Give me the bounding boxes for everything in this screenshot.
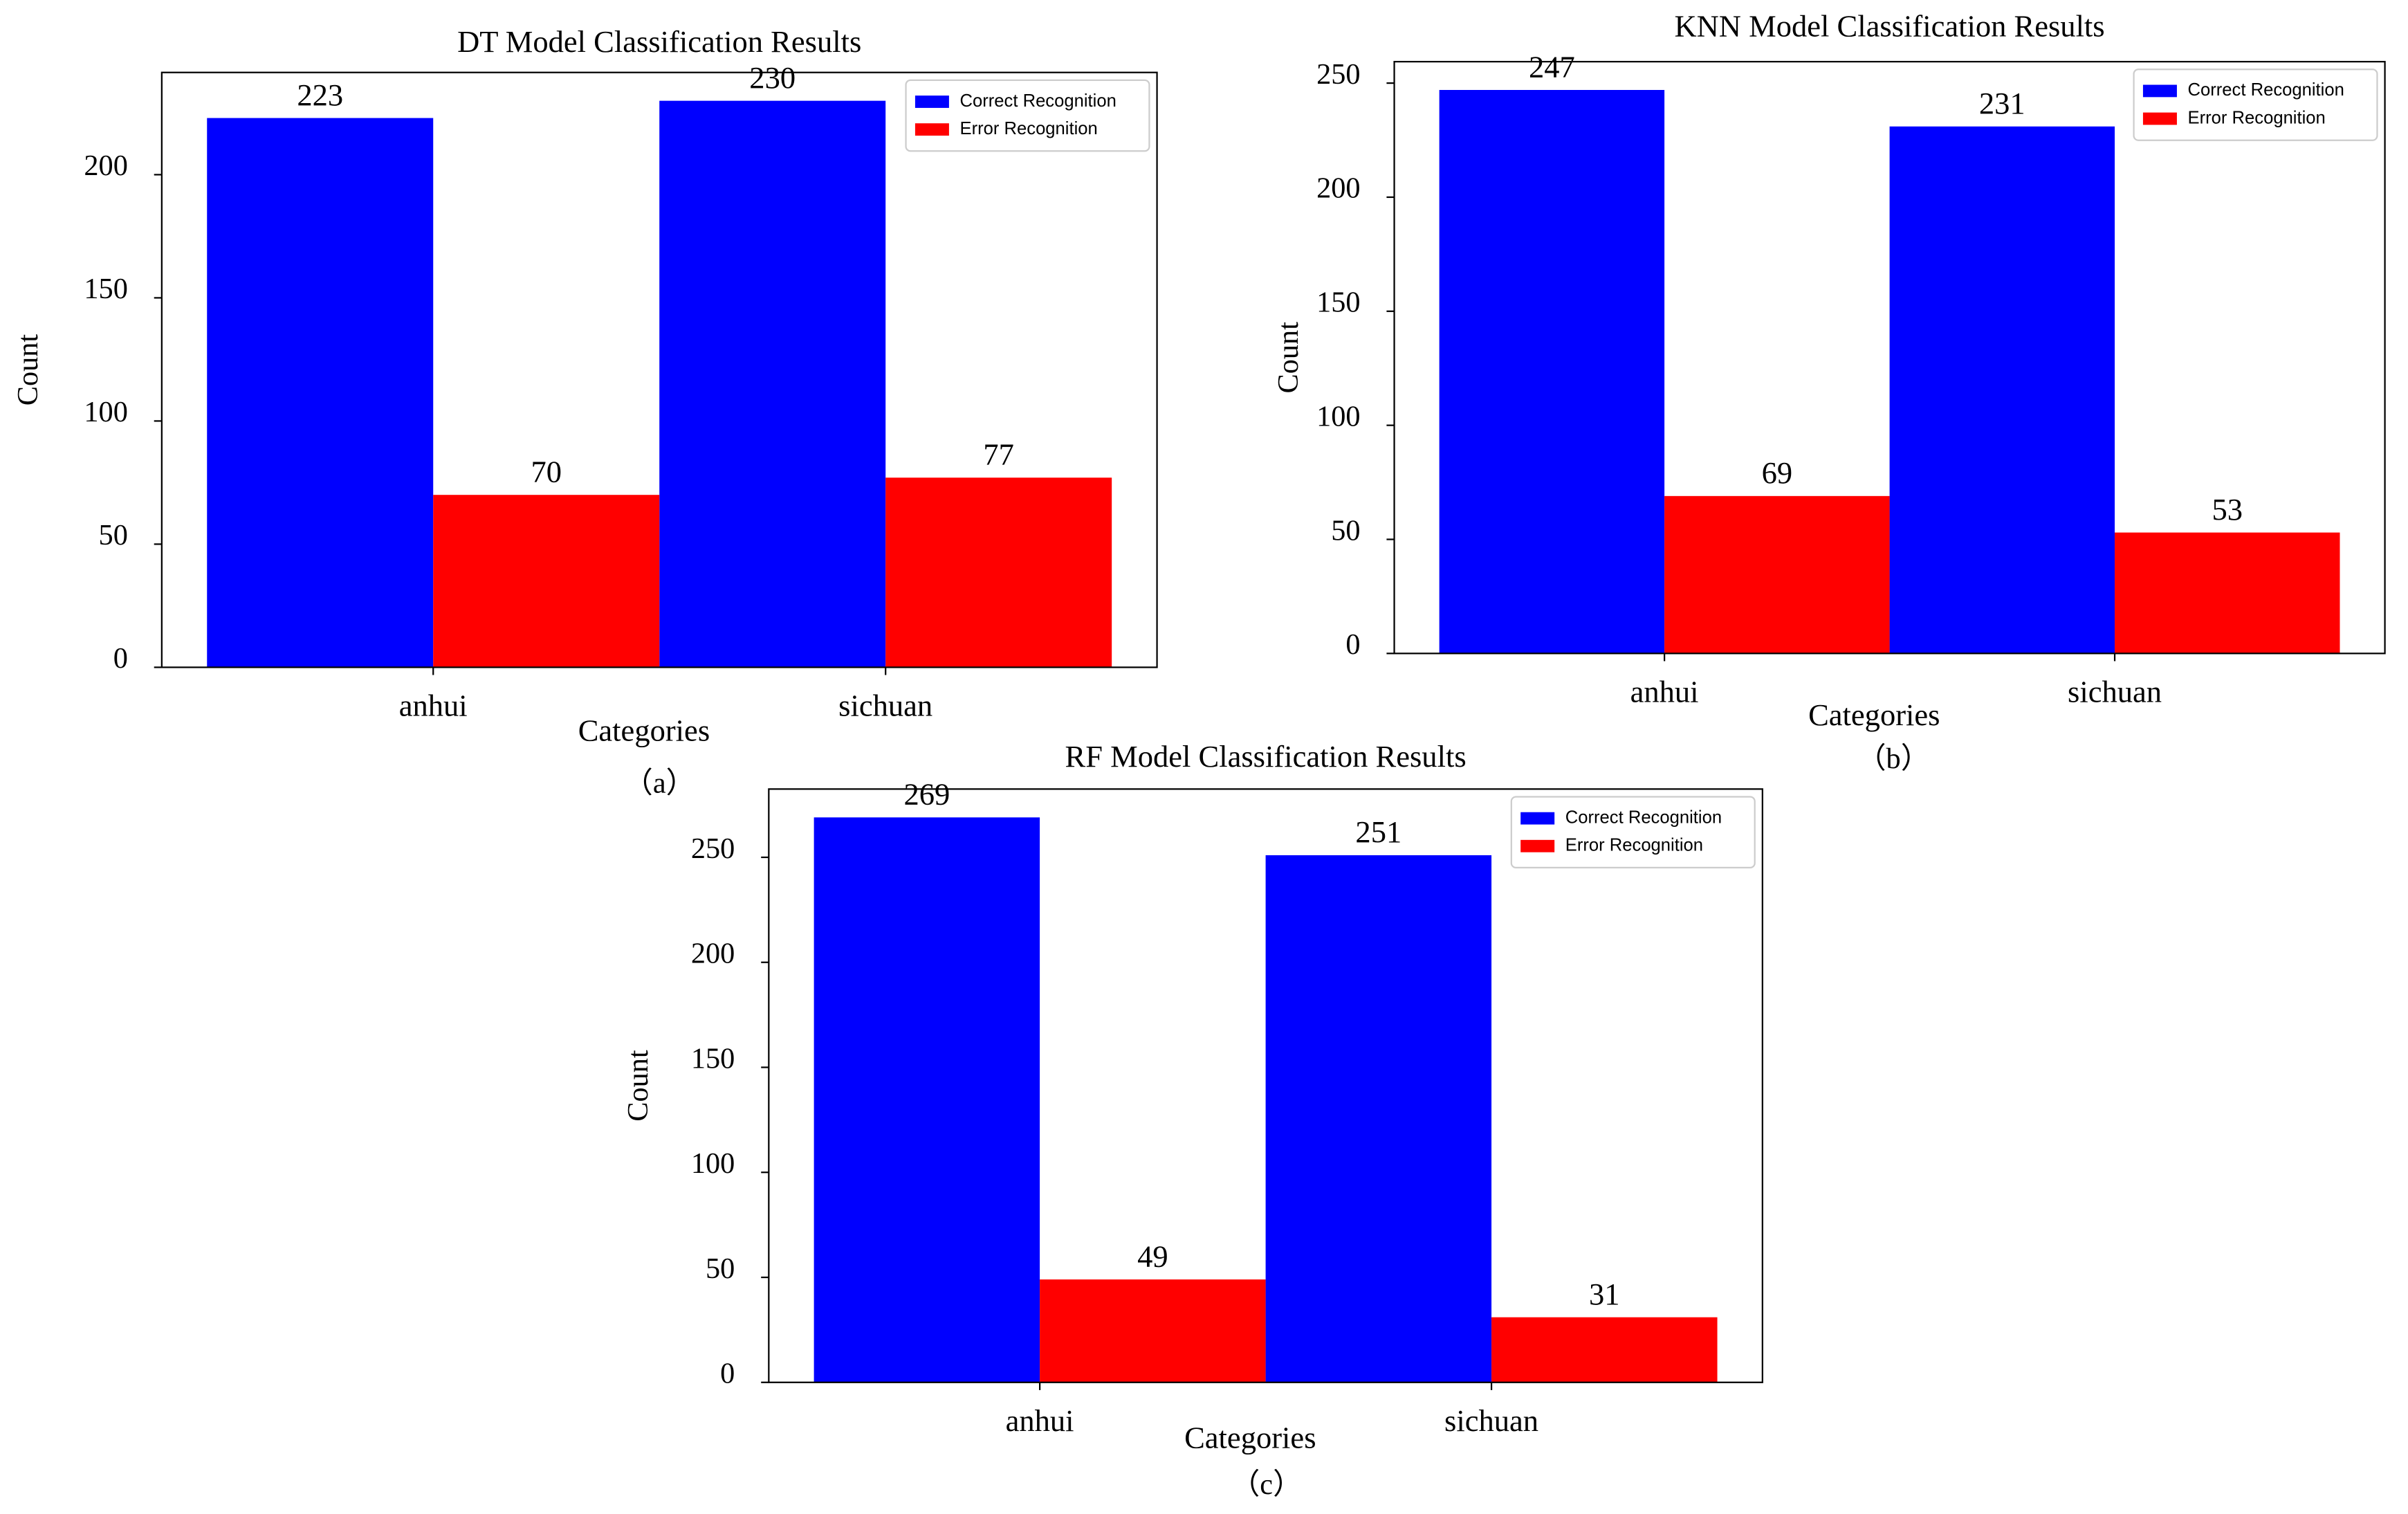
y-tick-label: 200 <box>1316 172 1360 205</box>
data-label: 251 <box>1355 814 1401 849</box>
y-tick-label: 100 <box>691 1147 735 1180</box>
chart-title: DT Model Classification Results <box>457 24 861 59</box>
legend-swatch <box>1520 812 1555 825</box>
x-tick-label: anhui <box>1630 675 1699 709</box>
legend-swatch <box>915 123 949 136</box>
legend-label: Error Recognition <box>1565 835 1703 855</box>
y-tick-label: 0 <box>1345 628 1360 661</box>
y-axis-label: Count <box>1272 322 1305 394</box>
legend-swatch <box>1520 839 1555 852</box>
data-label: 69 <box>1762 455 1793 490</box>
legend: Correct Recognition Error Recognition <box>2133 69 2378 141</box>
data-label: 230 <box>749 60 796 95</box>
y-tick-label: 0 <box>113 642 128 675</box>
y-axis-label: Count <box>622 1050 654 1122</box>
panel-caption: （a） <box>624 767 695 800</box>
x-tick-label: sichuan <box>838 688 932 723</box>
y-tick-label: 100 <box>84 396 127 428</box>
data-label: 53 <box>2212 492 2243 527</box>
bar <box>1439 90 1665 654</box>
panel-caption: （c） <box>1231 1468 1302 1501</box>
bar <box>1491 1317 1718 1383</box>
chart-panel: DT Model Classification Results 223 230 70 7… <box>12 24 1158 800</box>
y-tick-label: 50 <box>99 519 128 551</box>
bar <box>814 817 1040 1383</box>
data-label: 49 <box>1137 1239 1168 1273</box>
y-tick-label: 250 <box>691 832 735 865</box>
bar <box>1040 1279 1266 1383</box>
legend-swatch <box>915 95 949 108</box>
data-label: 247 <box>1529 49 1575 84</box>
y-tick-label: 0 <box>720 1358 735 1390</box>
x-tick-label: anhui <box>399 688 468 723</box>
legend-box <box>2133 69 2378 141</box>
x-axis-label: Categories <box>1808 697 1940 732</box>
axes-frame <box>1393 61 2386 655</box>
x-tick-label: anhui <box>1006 1403 1074 1438</box>
bar <box>2115 532 2340 654</box>
legend-swatch <box>2142 84 2177 98</box>
legend-label: Correct Recognition <box>1565 808 1722 827</box>
bar <box>433 495 660 668</box>
legend-box <box>1510 796 1756 869</box>
axes-frame <box>768 788 1763 1383</box>
y-tick-label: 50 <box>706 1252 735 1285</box>
y-axis-label: Count <box>12 334 44 406</box>
x-tick-label: sichuan <box>1444 1403 1538 1438</box>
y-tick-label: 150 <box>1316 286 1360 319</box>
y-tick-label: 50 <box>1331 514 1360 547</box>
data-label: 70 <box>531 454 562 489</box>
y-tick-label: 100 <box>1316 400 1360 432</box>
data-label: 223 <box>297 77 343 112</box>
y-tick-label: 200 <box>691 938 735 970</box>
data-label: 269 <box>903 777 950 812</box>
bar <box>1265 855 1492 1383</box>
legend-label: Error Recognition <box>2188 108 2326 127</box>
chart-title: KNN Model Classification Results <box>1674 9 2104 44</box>
legend-label: Correct Recognition <box>2188 80 2344 100</box>
y-tick-label: 150 <box>84 273 127 305</box>
legend: Correct Recognition Error Recognition <box>905 79 1150 152</box>
axes-frame <box>160 71 1158 668</box>
legend-box <box>905 79 1150 152</box>
bar <box>1889 126 2115 654</box>
bar <box>659 100 886 668</box>
legend-swatch <box>2142 112 2177 125</box>
data-label: 231 <box>1979 86 2025 120</box>
data-label: 77 <box>983 437 1014 472</box>
y-tick-label: 150 <box>691 1042 735 1075</box>
x-axis-label: Categories <box>1184 1421 1316 1455</box>
bar <box>207 118 434 668</box>
chart-title: RF Model Classification Results <box>1065 739 1467 774</box>
legend-label: Error Recognition <box>960 119 1098 138</box>
bar <box>885 477 1112 668</box>
chart-panel: KNN Model Classification Results 247 231 69… <box>1272 9 2386 775</box>
legend: Correct Recognition Error Recognition <box>1510 796 1756 869</box>
x-tick-label: sichuan <box>2068 675 2162 709</box>
data-label: 31 <box>1589 1277 1620 1311</box>
y-tick-label: 250 <box>1316 58 1360 91</box>
panel-caption: （b） <box>1857 742 1930 775</box>
chart-panel: RF Model Classification Results 269 251 49 3… <box>622 739 1763 1501</box>
legend-label: Correct Recognition <box>960 91 1116 111</box>
x-axis-label: Categories <box>578 713 710 747</box>
bar <box>1664 495 1890 654</box>
y-tick-label: 200 <box>84 149 127 182</box>
